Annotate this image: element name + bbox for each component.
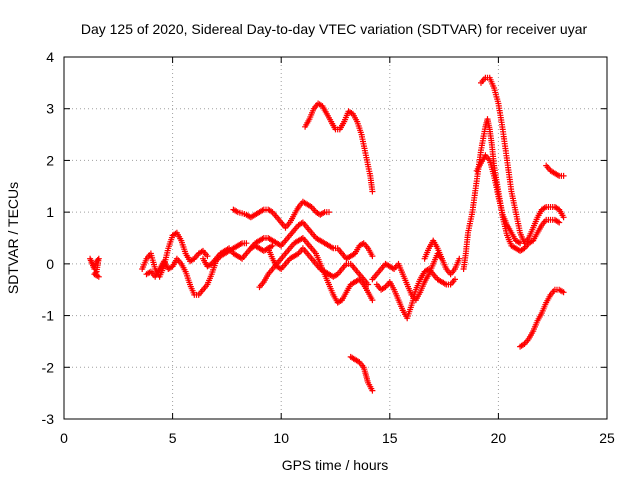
series-trace-f xyxy=(247,219,376,262)
tick-layer: 0 5 10 15 20 25 -3 -2 -1 0 1 2 3 4 xyxy=(42,49,615,446)
series-trace-o xyxy=(478,74,567,247)
data-point-markers xyxy=(543,162,567,179)
series-trace-q xyxy=(543,162,567,179)
plot-frame xyxy=(63,56,608,420)
data-point-markers xyxy=(421,237,463,278)
data-point-markers xyxy=(256,235,376,306)
y-tick-label: -1 xyxy=(42,308,55,324)
series-trace-i xyxy=(302,100,376,195)
series-trace-d xyxy=(200,242,276,270)
y-tick-label: -3 xyxy=(42,411,55,427)
data-point-markers xyxy=(517,286,567,350)
series-trace-c xyxy=(143,240,250,298)
series-trace-l xyxy=(373,266,458,322)
series-trace-p xyxy=(473,152,524,247)
data-point-markers xyxy=(87,255,102,280)
data-point-markers xyxy=(143,240,250,298)
y-tick-label: 3 xyxy=(46,101,54,117)
data-point-markers xyxy=(200,242,276,270)
y-tick-label: 2 xyxy=(46,152,54,168)
y-tick-label: -2 xyxy=(42,359,55,375)
data-point-markers xyxy=(247,219,376,262)
series-trace-h xyxy=(265,245,372,288)
grid-layer xyxy=(64,57,607,419)
x-axis-label: GPS time / hours xyxy=(282,457,389,473)
data-point-markers xyxy=(478,74,567,247)
series-trace-b xyxy=(139,229,211,280)
data-layer xyxy=(87,74,567,394)
data-point-markers xyxy=(473,152,524,247)
data-point-markers xyxy=(373,266,458,322)
data-point-markers xyxy=(230,198,332,231)
x-tick-label: 25 xyxy=(599,430,615,446)
data-point-markers xyxy=(302,100,376,195)
data-point-markers xyxy=(139,229,211,280)
series-trace-g xyxy=(256,235,376,306)
series-trace-j xyxy=(347,353,376,394)
x-tick-label: 5 xyxy=(169,430,177,446)
y-axis-label: SDTVAR / TECUs xyxy=(5,182,21,294)
series-trace-a xyxy=(87,255,102,280)
series-trace-m xyxy=(421,237,463,278)
x-tick-label: 0 xyxy=(60,430,68,446)
x-tick-label: 15 xyxy=(382,430,398,446)
y-tick-label: 1 xyxy=(46,204,54,220)
chart-title: Day 125 of 2020, Sidereal Day-to-day VTE… xyxy=(81,21,588,37)
y-tick-label: 0 xyxy=(46,256,54,272)
series-trace-e xyxy=(230,198,332,231)
data-point-markers xyxy=(347,353,376,394)
x-tick-label: 10 xyxy=(273,430,289,446)
x-tick-label: 20 xyxy=(491,430,507,446)
data-point-markers xyxy=(265,245,372,288)
series-trace-r xyxy=(517,286,567,350)
y-tick-label: 4 xyxy=(46,49,54,65)
